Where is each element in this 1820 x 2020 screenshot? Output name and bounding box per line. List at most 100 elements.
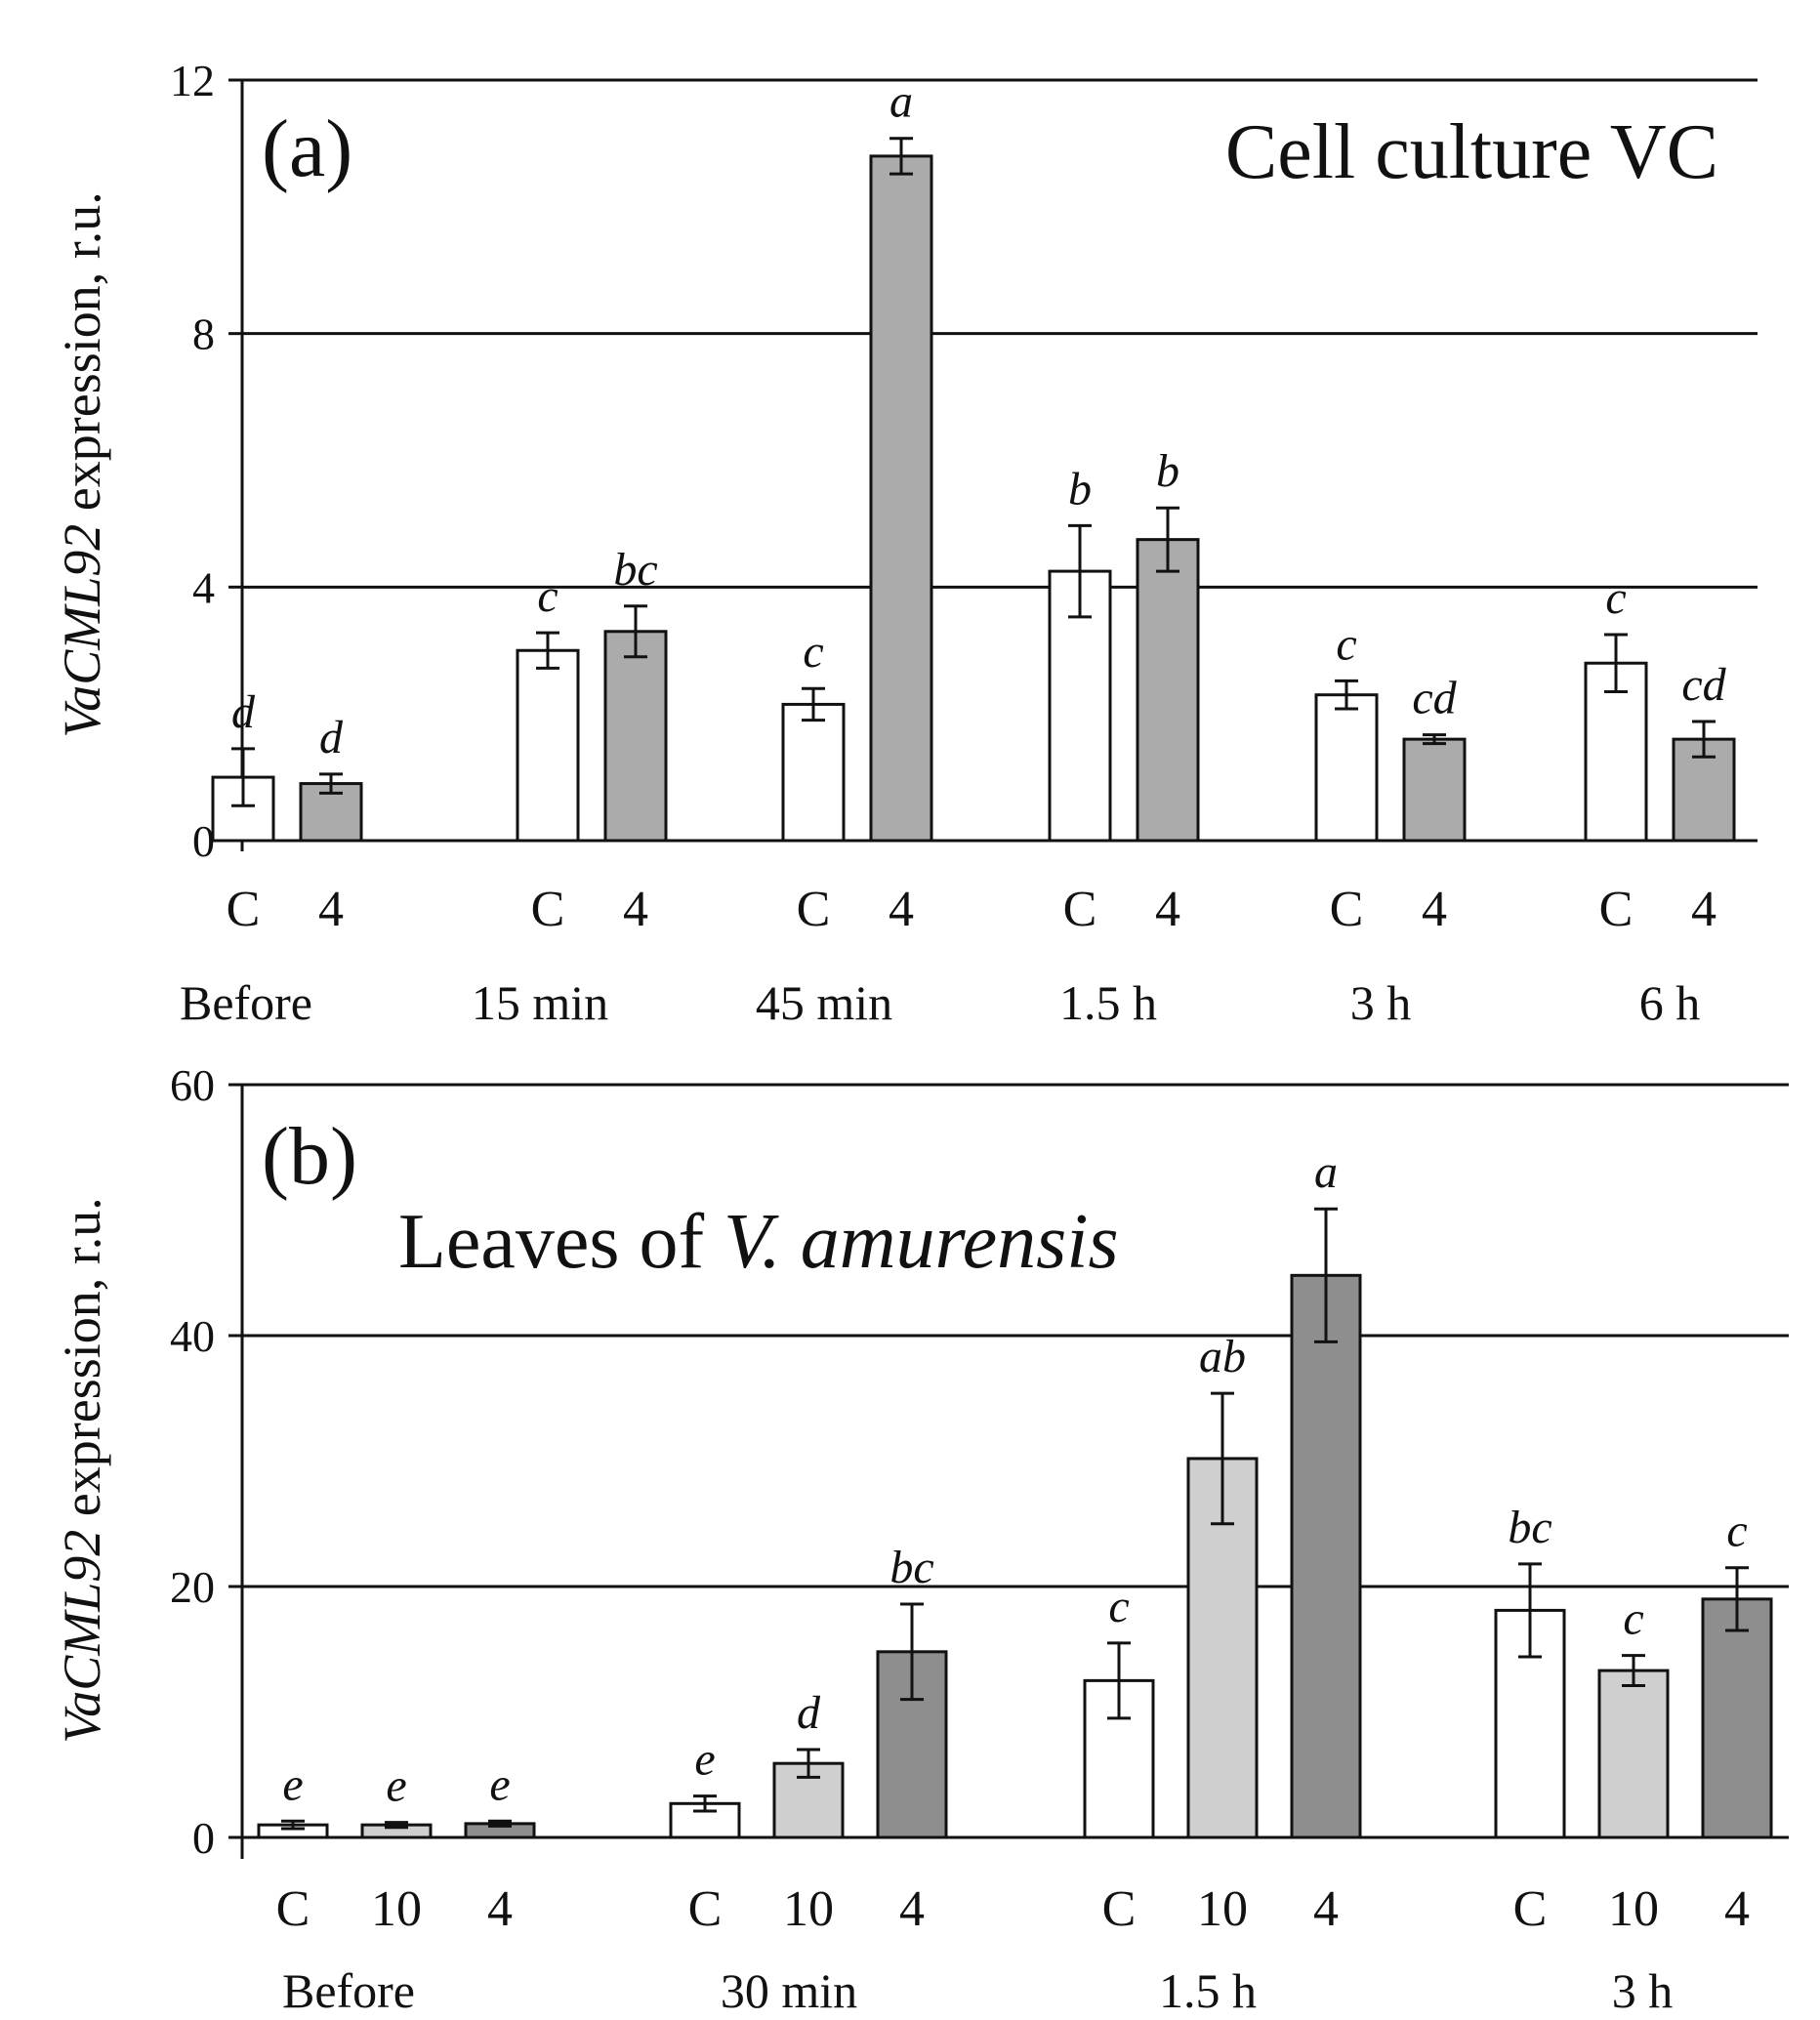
y-ticks-b: 0 20 40 60 <box>170 1060 242 1863</box>
significance-label: ab <box>1199 1331 1246 1382</box>
category-label: C <box>1102 1881 1137 1937</box>
significance-label: a <box>889 76 913 128</box>
significance-label: c <box>1726 1505 1747 1557</box>
y-ticks-a: 0 4 8 12 <box>170 56 242 866</box>
category-label: 4 <box>1155 882 1180 937</box>
category-label: C <box>276 1881 310 1937</box>
category-label: C <box>797 882 831 937</box>
category-label: 10 <box>371 1881 422 1937</box>
significance-label: cd <box>1681 659 1726 711</box>
y-tick-label: 0 <box>192 1813 215 1863</box>
group-label: 1.5 h <box>1059 975 1157 1030</box>
category-label: 4 <box>1691 882 1717 937</box>
bar <box>1314 693 1379 843</box>
panel-label-b: (b) <box>262 1111 357 1202</box>
chart-panel-b: 0 20 40 60 e e e e d bc c ab a bc c c C 10 4 C 10 4 C 10 4 C 10 4… <box>53 1060 1789 2018</box>
significance-label: d <box>231 686 256 738</box>
bar <box>603 630 668 843</box>
y-tick-label: 40 <box>170 1311 215 1361</box>
category-label: 10 <box>1197 1881 1248 1937</box>
significance-label: e <box>282 1758 303 1810</box>
bar <box>781 702 846 843</box>
bar <box>1597 1669 1670 1839</box>
y-tick-label: 20 <box>170 1562 215 1612</box>
group-labels-a: Before 15 min 45 min 1.5 h 3 h 6 h <box>180 975 1700 1030</box>
y-tick-label: 8 <box>192 309 215 359</box>
significance-label: c <box>1605 572 1626 624</box>
bar <box>1186 1457 1259 1839</box>
category-label: 4 <box>1422 882 1447 937</box>
group-label: 1.5 h <box>1159 1963 1257 2018</box>
y-axis-label-b: VaCML92 expression, r.u. <box>53 1197 111 1744</box>
significance-label: d <box>797 1687 821 1739</box>
group-label: 45 min <box>756 975 892 1030</box>
group-label: 3 h <box>1612 1963 1674 2018</box>
y-tick-label: 0 <box>192 816 215 866</box>
category-label: C <box>1513 1881 1548 1937</box>
y-tick-label: 60 <box>170 1060 215 1110</box>
y-axis-label-gene-a: VaCML92 <box>53 524 111 738</box>
category-labels-b: C 10 4 C 10 4 C 10 4 C 10 4 <box>276 1881 1750 1937</box>
chart-title-b-plain: Leaves of <box>398 1199 724 1285</box>
category-label: 4 <box>318 882 344 937</box>
significance-label: cd <box>1412 673 1457 724</box>
significance-label: d <box>319 712 344 763</box>
panel-label-a: (a) <box>262 103 352 194</box>
category-label: C <box>1599 882 1634 937</box>
significance-label: c <box>803 626 823 678</box>
category-label: 10 <box>1608 1881 1659 1937</box>
y-axis-label-gene-b: VaCML92 <box>53 1530 111 1744</box>
bar <box>1136 538 1200 843</box>
significance-label: bc <box>889 1542 933 1593</box>
chart-title-b: Leaves of V. amurensis <box>398 1199 1119 1285</box>
category-label: C <box>227 882 261 937</box>
group-label: 6 h <box>1639 975 1701 1030</box>
category-label: C <box>1063 882 1097 937</box>
significance-label: a <box>1314 1146 1338 1198</box>
significance-label: e <box>386 1760 406 1812</box>
group-label: 15 min <box>472 975 608 1030</box>
significance-label: e <box>694 1734 715 1786</box>
category-label: 4 <box>889 882 914 937</box>
y-axis-label-a: VaCML92 expression, r.u. <box>53 191 111 738</box>
category-label: 4 <box>1724 1881 1750 1937</box>
significance-label: c <box>537 570 558 622</box>
category-label: C <box>688 1881 723 1937</box>
significance-label: c <box>1623 1593 1643 1645</box>
bar <box>1701 1597 1773 1839</box>
category-label: C <box>1330 882 1364 937</box>
category-label: C <box>531 882 565 937</box>
gridlines-a <box>242 78 1758 589</box>
group-label: Before <box>282 1963 415 2018</box>
chart-title-a: Cell culture VC <box>1225 109 1718 195</box>
y-axis-label-rest-b: expression, r.u. <box>53 1197 111 1529</box>
category-label: 4 <box>623 882 648 937</box>
category-label: 4 <box>487 1881 513 1937</box>
category-label: 10 <box>783 1881 834 1937</box>
significance-label: e <box>489 1758 510 1810</box>
significance-label: b <box>1156 445 1179 497</box>
significance-label: b <box>1068 463 1092 515</box>
bar <box>869 154 933 843</box>
significance-label: bc <box>613 544 657 596</box>
significance-label: bc <box>1508 1502 1551 1553</box>
bar <box>516 648 580 843</box>
gridlines-b <box>242 1083 1789 1588</box>
category-label: 4 <box>1313 1881 1339 1937</box>
group-label: Before <box>180 975 312 1030</box>
significance-label: c <box>1336 618 1356 670</box>
significance-label: c <box>1108 1581 1129 1632</box>
bar <box>1290 1273 1362 1839</box>
category-labels-a: C 4 C 4 C 4 C 4 C 4 C 4 <box>227 882 1717 937</box>
group-label: 3 h <box>1350 975 1412 1030</box>
y-axis-label-rest-a: expression, r.u. <box>53 191 111 523</box>
bar <box>1402 737 1467 843</box>
group-label: 30 min <box>721 1963 857 2018</box>
y-tick-label: 4 <box>192 562 215 612</box>
chart-title-b-species: V. amurensis <box>724 1199 1119 1285</box>
group-labels-b: Before 30 min 1.5 h 3 h <box>282 1963 1673 2018</box>
category-label: 4 <box>899 1881 925 1937</box>
